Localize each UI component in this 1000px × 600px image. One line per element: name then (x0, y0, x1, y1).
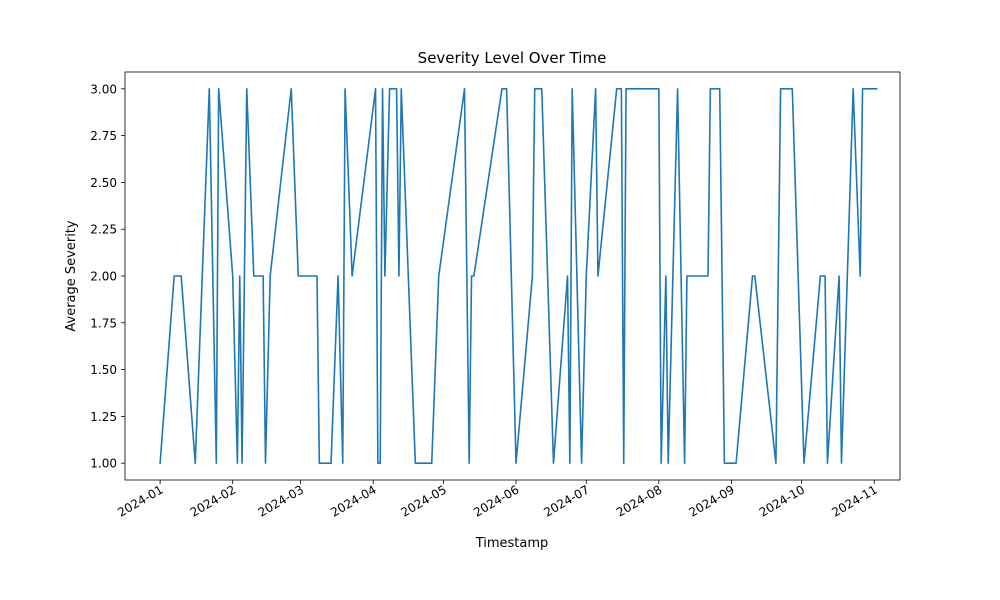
y-tick-label: 2.50 (90, 176, 117, 190)
y-tick-label: 1.75 (90, 316, 117, 330)
y-tick-label: 2.75 (90, 129, 117, 143)
plot-area (124, 71, 901, 481)
y-tick-label: 2.25 (90, 223, 117, 237)
y-tick-label: 1.50 (90, 363, 117, 377)
y-tick-label: 3.00 (90, 82, 117, 96)
y-tick-label: 2.00 (90, 270, 117, 284)
chart-title: Severity Level Over Time (418, 49, 607, 67)
y-axis-label: Average Severity (64, 220, 79, 332)
y-axis-ticks: 1.00 1.25 1.50 1.75 2.00 2.25 2.50 2.75 3.00 (90, 82, 125, 471)
y-tick-label: 1.25 (90, 410, 117, 424)
series-line (159, 88, 878, 465)
x-axis-label: Timestamp (475, 536, 549, 551)
y-tick-label: 1.00 (90, 457, 117, 471)
